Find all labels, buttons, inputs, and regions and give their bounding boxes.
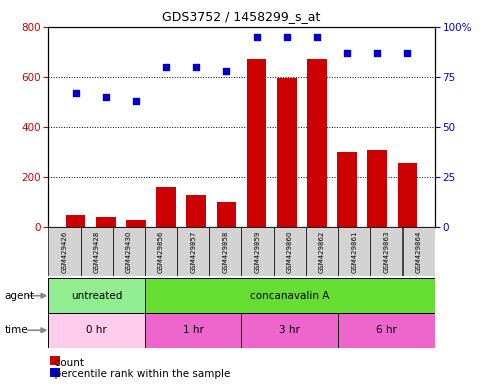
Bar (81, 227, 113, 276)
Bar (216, 202, 236, 227)
Bar (370, 227, 402, 276)
Bar (274, 227, 306, 276)
Bar (247, 59, 267, 227)
Text: GSM429863: GSM429863 (384, 230, 389, 273)
Point (162, 64, 170, 70)
Bar (145, 313, 242, 348)
Point (192, 64, 200, 70)
Bar (177, 227, 209, 276)
Bar (242, 313, 338, 348)
Bar (368, 151, 387, 227)
Point (253, 34, 260, 40)
Text: GSM429862: GSM429862 (319, 230, 325, 273)
Bar (126, 220, 146, 227)
Point (403, 50, 411, 56)
Text: 6 hr: 6 hr (376, 325, 397, 335)
Bar (337, 152, 357, 227)
Point (223, 68, 230, 74)
Text: GSM429426: GSM429426 (61, 230, 68, 273)
Text: GSM429856: GSM429856 (158, 230, 164, 273)
Bar (186, 195, 206, 227)
Text: concanavalin A: concanavalin A (250, 291, 329, 301)
Bar (398, 163, 417, 227)
Bar (307, 59, 327, 227)
Bar (156, 187, 176, 227)
Text: agent: agent (5, 291, 35, 301)
Text: percentile rank within the sample: percentile rank within the sample (48, 369, 231, 379)
Text: count: count (48, 358, 85, 368)
Text: 0 hr: 0 hr (86, 325, 107, 335)
Bar (242, 227, 274, 276)
Text: 3 hr: 3 hr (279, 325, 300, 335)
Point (132, 98, 140, 104)
Point (343, 50, 351, 56)
Bar (48, 227, 81, 276)
Text: GSM429859: GSM429859 (255, 230, 261, 273)
Point (283, 34, 291, 40)
Bar (66, 215, 85, 227)
Bar (209, 227, 242, 276)
Bar (277, 78, 297, 227)
Text: 1 hr: 1 hr (183, 325, 204, 335)
Text: untreated: untreated (71, 291, 122, 301)
Bar (338, 227, 370, 276)
Bar (145, 278, 435, 313)
Point (373, 50, 381, 56)
Bar (113, 227, 145, 276)
Bar (402, 227, 435, 276)
Bar (338, 313, 435, 348)
Text: GSM429860: GSM429860 (287, 230, 293, 273)
Text: GSM429858: GSM429858 (222, 230, 228, 273)
Bar (145, 227, 177, 276)
Text: GSM429857: GSM429857 (190, 230, 196, 273)
Bar (96, 217, 115, 227)
Text: GDS3752 / 1458299_s_at: GDS3752 / 1458299_s_at (162, 10, 321, 23)
Point (72, 90, 80, 96)
Bar (50, 368, 60, 377)
Bar (48, 313, 145, 348)
Bar (48, 278, 145, 313)
Point (313, 34, 321, 40)
Text: GSM429864: GSM429864 (415, 230, 422, 273)
Text: GSM429430: GSM429430 (126, 230, 132, 273)
Bar (306, 227, 338, 276)
Text: time: time (5, 325, 28, 335)
Text: GSM429428: GSM429428 (94, 230, 99, 273)
Bar (50, 356, 60, 366)
Text: GSM429861: GSM429861 (351, 230, 357, 273)
Point (102, 94, 110, 100)
